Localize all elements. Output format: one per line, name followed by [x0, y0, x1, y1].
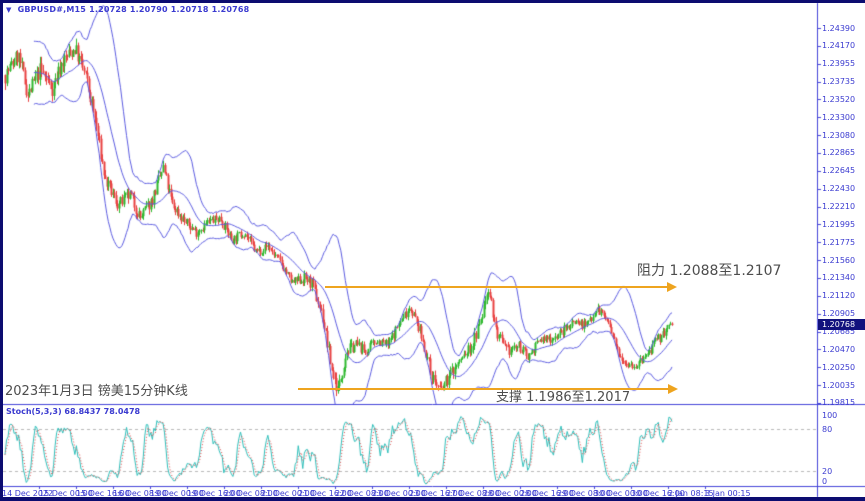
time-axis-label: 22 Dec 08:00: [335, 489, 389, 498]
time-axis-label: 15 Dec 00:00: [39, 489, 93, 498]
time-axis-label: 15 Dec 16:00: [76, 489, 130, 498]
price-axis-label: 1.23520: [822, 94, 856, 104]
time-axis-label: 27 Dec 08:00: [446, 489, 500, 498]
price-axis-label: 1.19815: [822, 398, 856, 408]
stoch-scale-label: 80: [822, 425, 833, 434]
chart-caption[interactable]: 2023年1月3日 镑美15分钟K线: [5, 384, 188, 399]
price-axis-label: 1.23300: [822, 112, 856, 122]
price-axis-label: 1.21995: [822, 219, 856, 229]
support-arrow-line[interactable]: [298, 388, 668, 390]
price-axis-label: 1.20470: [822, 344, 856, 354]
current-price-tag: 1.20768: [818, 319, 865, 331]
resistance-annotation[interactable]: 阻力 1.2088至1.2107: [637, 263, 782, 279]
time-axis-label: 30 Dec 16:00: [631, 489, 685, 498]
indicator-d-value: 78.0478: [103, 407, 141, 416]
stoch-scale-label: 20: [822, 467, 833, 476]
price-axis-label: 1.20035: [822, 380, 856, 390]
ohlc-high: 1.20790: [129, 5, 168, 14]
indicator-label: Stoch(5,3,3) 68.8437 78.0478: [6, 407, 140, 416]
support-arrow-head-icon[interactable]: [668, 384, 678, 394]
ohlc-close: 1.20768: [211, 5, 250, 14]
price-axis-label: 1.23955: [822, 59, 856, 69]
time-axis-label: 28 Dec 00:00: [483, 489, 537, 498]
time-axis-label: 3 Jan 00:15: [705, 489, 751, 498]
price-axis-label: 1.22865: [822, 148, 856, 158]
ohlc-open: 1.20728: [89, 5, 127, 14]
window-border-bottom: [0, 497, 865, 501]
price-axis-label: 1.20250: [822, 362, 856, 372]
time-axis-label: 21 Dec 16:00: [298, 489, 352, 498]
time-axis-label: 28 Dec 16:00: [520, 489, 574, 498]
price-axis-label: 1.24390: [822, 23, 856, 33]
time-axis-label: 19 Dec 16:00: [187, 489, 241, 498]
time-axis-label: 19 Dec 00:00: [150, 489, 204, 498]
time-axis-label: 23 Dec 00:00: [372, 489, 426, 498]
symbol-timeframe: GBPUSD#,M15: [17, 5, 87, 14]
time-axis-label: 2 Jan 08:15: [668, 489, 714, 498]
price-axis-label: 1.24170: [822, 41, 856, 51]
time-axis-label: 30 Dec 00:00: [594, 489, 648, 498]
time-axis-label: 14 Dec 2022: [2, 489, 54, 498]
indicator-k-value: 68.8437: [64, 407, 101, 416]
price-axis[interactable]: 1.24390 1.24170 1.23955 1.23735 1.23520 1.233…: [818, 3, 865, 488]
price-axis-label: 1.22430: [822, 184, 856, 194]
resistance-arrow-head-icon[interactable]: [667, 282, 677, 292]
time-axis-label: 23 Dec 16:00: [409, 489, 463, 498]
price-axis-label: 1.20905: [822, 309, 856, 319]
chart-header[interactable]: ▼ GBPUSD#,M15 1.20728 1.20790 1.20718 1.…: [6, 5, 249, 14]
indicator-name: Stoch(5,3,3): [6, 407, 62, 416]
price-axis-label: 1.22645: [822, 166, 856, 176]
stoch-scale-axis[interactable]: 100 80 20 0: [818, 405, 865, 488]
chart-menu-icon[interactable]: ▼: [6, 6, 12, 14]
price-axis-label: 1.21120: [822, 291, 856, 301]
price-axis-label: 1.21775: [822, 237, 856, 247]
price-axis-label: 1.23080: [822, 130, 856, 140]
resistance-arrow-line[interactable]: [325, 286, 667, 288]
price-axis-label: 1.21340: [822, 273, 856, 283]
stoch-scale-label: 100: [822, 411, 838, 420]
time-axis-label: 29 Dec 08:00: [557, 489, 611, 498]
time-axis-label: 21 Dec 00:00: [261, 489, 315, 498]
price-axis-label: 1.22210: [822, 202, 856, 212]
stoch-scale-label: 0: [822, 477, 828, 486]
support-annotation[interactable]: 支撑 1.1986至1.2017: [496, 390, 631, 405]
time-axis-label: 16 Dec 08:00: [113, 489, 167, 498]
time-axis[interactable]: 14 Dec 2022 15 Dec 00:00 15 Dec 16:00 16 De…: [0, 488, 817, 498]
price-axis-label: 1.23735: [822, 77, 856, 87]
ohlc-low: 1.20718: [170, 5, 209, 14]
window-border-left: [0, 0, 3, 501]
time-axis-label: 20 Dec 08:00: [224, 489, 278, 498]
price-axis-label: 1.20685: [822, 327, 856, 337]
price-axis-label: 1.21560: [822, 255, 856, 265]
window-border-top: [0, 0, 865, 3]
